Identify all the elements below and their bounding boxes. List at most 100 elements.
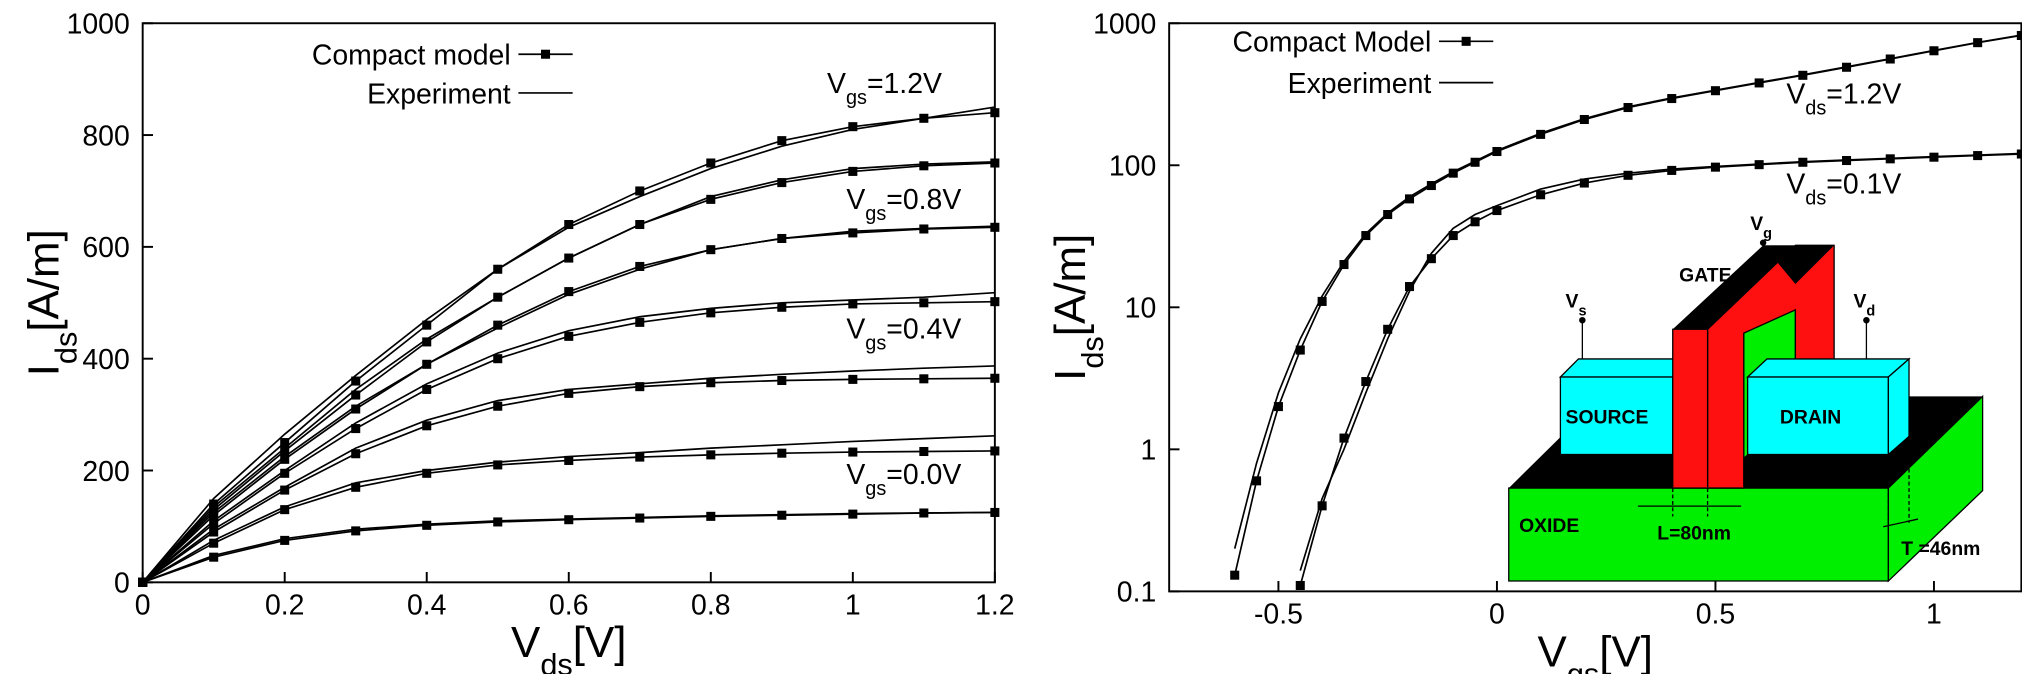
marker xyxy=(280,485,290,495)
marker xyxy=(209,527,219,537)
marker xyxy=(706,450,716,460)
legend-marker xyxy=(541,49,551,59)
drain-top xyxy=(1745,358,1911,378)
marker xyxy=(777,178,787,188)
marker xyxy=(1295,580,1305,591)
gate-front xyxy=(1672,328,1709,489)
annotation-sub: gs xyxy=(865,203,886,225)
terminal-main: V xyxy=(1854,290,1867,312)
x-tick-label: 0 xyxy=(135,590,151,622)
annotation-rest: =0.1V xyxy=(1826,169,1901,201)
y-tick-label: 0.1 xyxy=(1117,577,1156,609)
terminal-main: V xyxy=(1750,213,1763,235)
marker xyxy=(1405,282,1415,292)
marker xyxy=(280,454,290,464)
marker xyxy=(493,517,503,527)
marker xyxy=(990,446,1000,456)
terminal-sub: g xyxy=(1763,226,1772,242)
marker xyxy=(635,452,645,462)
annotation: Vgs=1.2V xyxy=(827,68,942,109)
marker xyxy=(422,421,432,431)
marker xyxy=(280,505,290,515)
x-axis-label-sub: gs xyxy=(1567,656,1599,674)
marker xyxy=(351,404,361,414)
marker xyxy=(493,401,503,411)
marker xyxy=(1295,345,1305,355)
marker xyxy=(209,519,219,529)
y-axis-label-main: I xyxy=(1046,369,1095,381)
terminal-label: Vg xyxy=(1750,213,1772,242)
annotation-sub: gs xyxy=(846,87,867,109)
y-tick-label: 1 xyxy=(1140,435,1156,467)
x-tick-label: 0.6 xyxy=(549,590,588,622)
curve xyxy=(142,226,995,583)
marker xyxy=(564,455,574,465)
x-axis-label-rest: [V] xyxy=(1599,627,1653,674)
marker xyxy=(706,194,716,204)
oxide-label: OXIDE xyxy=(1519,515,1579,537)
annotation: Vds=1.2V xyxy=(1786,78,1901,119)
marker xyxy=(1448,231,1458,241)
marker xyxy=(351,482,361,492)
length-label: L=80nm xyxy=(1657,523,1731,545)
marker xyxy=(706,378,716,388)
y-axis-label-sub: ds xyxy=(1075,336,1110,368)
marker xyxy=(564,219,574,230)
annotation-sub: gs xyxy=(865,332,886,354)
curve xyxy=(142,291,995,583)
x-tick-label: 0.8 xyxy=(691,590,730,622)
legend-label: Experiment xyxy=(1288,68,1432,100)
marker xyxy=(990,158,1000,168)
y-tick-label: 400 xyxy=(82,344,129,376)
marker xyxy=(848,122,858,132)
annotation-rest: =0.8V xyxy=(886,184,961,216)
y-tick-label: 600 xyxy=(82,232,129,264)
source-label: SOURCE xyxy=(1566,407,1649,429)
oxide-side xyxy=(1887,394,1984,583)
marker xyxy=(493,320,503,330)
annotation-main: V xyxy=(846,313,865,345)
marker xyxy=(848,166,858,176)
marker xyxy=(1579,178,1589,188)
marker xyxy=(919,446,929,457)
marker xyxy=(422,468,432,478)
thickness-label: T =46nm xyxy=(1901,538,1980,560)
x-axis-label-main: V xyxy=(511,618,541,667)
probe-tip xyxy=(1759,239,1767,246)
x-tick-label: 0.4 xyxy=(407,590,446,622)
marker xyxy=(919,298,929,308)
marker xyxy=(422,320,432,330)
marker xyxy=(1383,210,1393,220)
annotation-main: V xyxy=(1786,78,1805,110)
annotation-main: V xyxy=(846,184,865,216)
legend-label: Compact model xyxy=(312,40,511,72)
terminal-main: V xyxy=(1566,290,1579,312)
dim-arrow xyxy=(1883,518,1919,528)
marker xyxy=(1317,296,1327,306)
marker xyxy=(1623,170,1633,180)
gate-top xyxy=(1672,245,1796,330)
marker xyxy=(848,447,858,457)
y-tick-label: 1000 xyxy=(67,9,130,41)
annotation: Vgs=0.4V xyxy=(846,313,961,354)
marker xyxy=(351,526,361,536)
marker xyxy=(777,136,787,146)
y-tick-label: 1000 xyxy=(1093,9,1156,41)
annotation-main: V xyxy=(846,459,865,491)
y-tick-label: 800 xyxy=(82,120,129,152)
marker xyxy=(280,438,290,448)
source-front xyxy=(1559,376,1674,456)
drain-front xyxy=(1746,376,1890,456)
marker xyxy=(1536,129,1546,139)
curve xyxy=(142,225,995,583)
marker xyxy=(1273,402,1283,412)
marker xyxy=(635,382,645,392)
annotation: Vgs=0.0V xyxy=(846,459,961,500)
terminal-sub: d xyxy=(1866,303,1875,319)
marker xyxy=(919,374,929,384)
marker xyxy=(919,161,929,171)
marker xyxy=(1383,324,1393,334)
marker xyxy=(564,331,574,341)
marker xyxy=(1317,501,1327,511)
